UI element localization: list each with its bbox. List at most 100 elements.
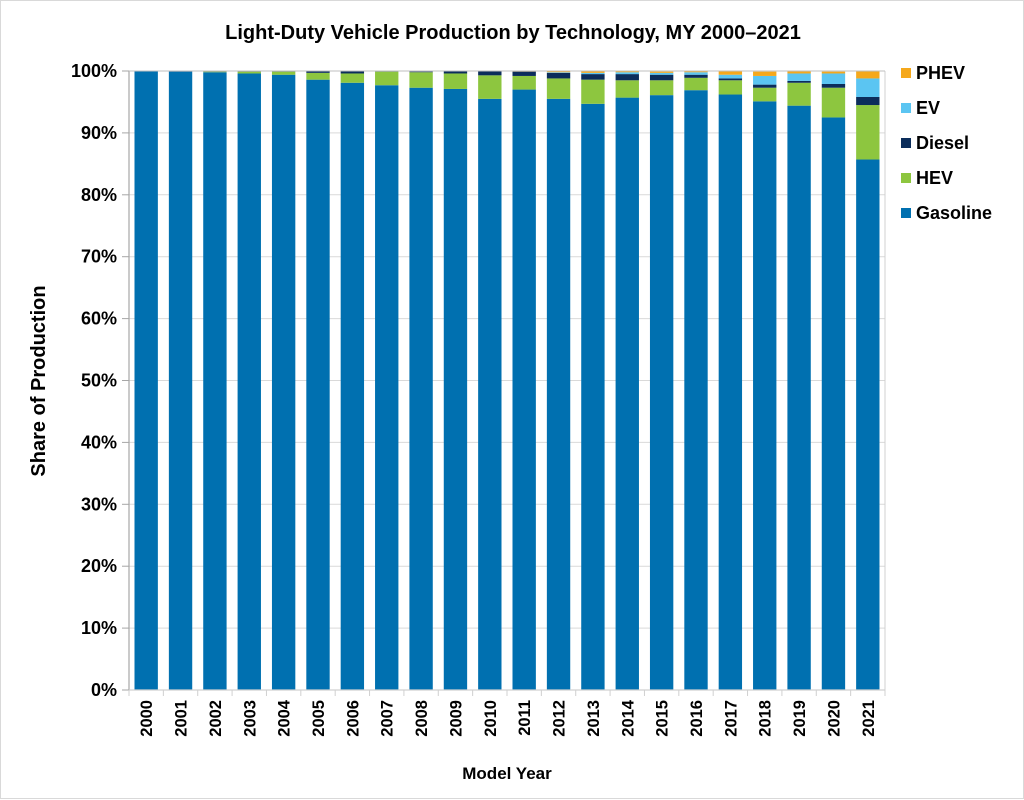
bar-segment-phev-2015 xyxy=(649,71,674,73)
bar-segment-gasoline-2019 xyxy=(787,105,811,690)
bar-segment-hev-2007 xyxy=(375,71,399,86)
legend-item-diesel: Diesel xyxy=(901,133,969,153)
x-tick-label: 2001 xyxy=(173,700,191,737)
y-tick-label: 80% xyxy=(81,185,117,205)
bar-segment-gasoline-2001 xyxy=(168,71,193,690)
bar-segment-hev-2012 xyxy=(546,78,571,99)
x-tick-label: 2005 xyxy=(310,700,328,737)
bars xyxy=(134,71,880,691)
y-tick-label: 20% xyxy=(81,556,117,576)
legend-swatch-hev xyxy=(901,173,911,183)
y-tick-label: 70% xyxy=(81,247,117,267)
bar-segment-gasoline-2006 xyxy=(340,82,365,691)
bar-segment-diesel-2019 xyxy=(787,80,811,83)
legend-item-hev: HEV xyxy=(901,168,953,188)
bar-segment-gasoline-2017 xyxy=(718,94,743,691)
bar-segment-gasoline-2007 xyxy=(375,85,399,690)
bar-segment-gasoline-2011 xyxy=(512,89,536,690)
bar-segment-hev-2006 xyxy=(340,73,365,83)
bar-segment-gasoline-2020 xyxy=(821,117,846,691)
bar-segment-diesel-2008 xyxy=(409,71,433,73)
x-tick-label: 2014 xyxy=(619,699,637,737)
legend-item-gasoline: Gasoline xyxy=(901,203,992,223)
x-tick-label: 2013 xyxy=(585,700,603,737)
bar-segment-hev-2004 xyxy=(271,71,296,75)
bar-segment-hev-2002 xyxy=(203,71,227,73)
x-tick-label: 2010 xyxy=(482,700,500,737)
bar-segment-ev-2016 xyxy=(684,72,708,75)
y-tick-label: 30% xyxy=(81,494,117,514)
bar-segment-phev-2013 xyxy=(581,71,605,73)
y-axis-title: Share of Production xyxy=(28,285,50,476)
legend-label-gasoline: Gasoline xyxy=(916,203,992,223)
x-tick-label: 2004 xyxy=(276,699,294,737)
bar-segment-diesel-2017 xyxy=(718,78,743,81)
bar-segment-gasoline-2018 xyxy=(753,101,777,691)
x-tick-label: 2018 xyxy=(757,700,775,737)
bar-segment-diesel-2006 xyxy=(340,71,365,74)
bar-segment-gasoline-2000 xyxy=(134,71,158,690)
bar-segment-ev-2019 xyxy=(787,73,811,81)
bar-segment-diesel-2009 xyxy=(443,71,468,74)
bar-segment-gasoline-2003 xyxy=(237,73,261,690)
bar-segment-ev-2020 xyxy=(821,73,846,84)
bar-segment-gasoline-2008 xyxy=(409,87,433,690)
y-tick-label: 40% xyxy=(81,432,117,452)
bar-segment-diesel-2016 xyxy=(684,74,708,78)
axes xyxy=(122,70,886,696)
bar-segment-diesel-2021 xyxy=(856,96,880,106)
legend-item-phev: PHEV xyxy=(901,63,965,83)
bar-segment-hev-2020 xyxy=(821,87,846,118)
legend-swatch-diesel xyxy=(901,138,911,148)
bar-segment-diesel-2018 xyxy=(753,84,777,88)
bar-segment-hev-2019 xyxy=(787,82,811,106)
bar-segment-hev-2021 xyxy=(856,105,880,160)
legend-label-phev: PHEV xyxy=(916,63,965,83)
bar-segment-diesel-2015 xyxy=(649,74,674,81)
y-tick-labels: 0% 10% 20% 30% 40% 50% 60% 70% 80% 90% 100% xyxy=(71,61,117,700)
bar-segment-hev-2010 xyxy=(478,75,502,99)
bar-segment-phev-2014 xyxy=(615,71,639,73)
x-tick-label: 2006 xyxy=(344,700,362,737)
bar-segment-gasoline-2016 xyxy=(684,90,708,690)
bar-segment-gasoline-2021 xyxy=(856,159,880,691)
bar-segment-ev-2013 xyxy=(581,72,605,75)
legend-swatch-ev xyxy=(901,103,911,113)
bar-segment-hev-2013 xyxy=(581,79,605,104)
bar-segment-gasoline-2012 xyxy=(546,98,571,691)
bar-segment-gasoline-2013 xyxy=(581,103,605,690)
x-tick-label: 2008 xyxy=(413,700,431,737)
bar-segment-hev-2018 xyxy=(753,87,777,102)
x-axis-title: Model Year xyxy=(462,764,552,783)
bar-segment-hev-2009 xyxy=(443,73,468,89)
x-tick-label: 2009 xyxy=(447,700,465,737)
bar-segment-phev-2017 xyxy=(718,71,743,75)
y-tick-label: 10% xyxy=(81,618,117,638)
bar-segment-phev-2016 xyxy=(684,71,708,73)
bar-segment-phev-2019 xyxy=(787,71,811,74)
bar-segment-diesel-2012 xyxy=(546,72,571,79)
x-tick-label: 2017 xyxy=(722,700,740,737)
x-tick-label: 2007 xyxy=(379,700,397,737)
bar-segment-gasoline-2014 xyxy=(615,97,639,690)
x-tick-label: 2000 xyxy=(138,700,156,737)
y-tick-label: 50% xyxy=(81,371,117,391)
bar-segment-hev-2014 xyxy=(615,80,639,98)
bar-segment-ev-2014 xyxy=(615,72,639,75)
bar-segment-gasoline-2010 xyxy=(478,98,502,691)
bar-segment-hev-2016 xyxy=(684,77,708,91)
bar-segment-hev-2011 xyxy=(512,75,536,90)
x-tick-label: 2015 xyxy=(654,700,672,737)
legend-label-ev: EV xyxy=(916,98,940,118)
bar-segment-hev-2005 xyxy=(306,72,330,80)
legend-item-ev: EV xyxy=(901,98,940,118)
bar-segment-diesel-2011 xyxy=(512,71,536,76)
legend-swatch-phev xyxy=(901,68,911,78)
y-tick-label: 90% xyxy=(81,123,117,143)
bar-segment-ev-2018 xyxy=(753,75,777,85)
x-tick-label: 2012 xyxy=(551,700,569,737)
bar-segment-phev-2012 xyxy=(546,71,571,73)
bar-segment-ev-2017 xyxy=(718,74,743,79)
